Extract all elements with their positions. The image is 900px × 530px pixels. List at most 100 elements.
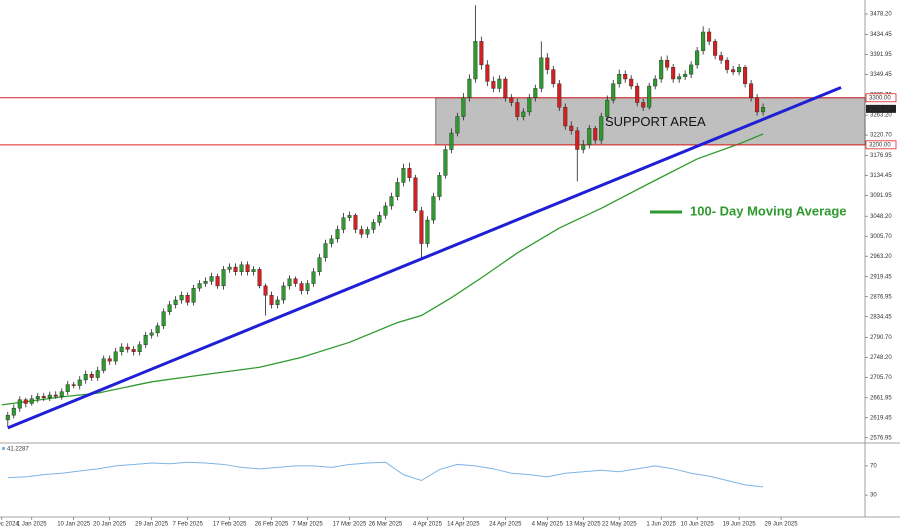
level-label: 3200.00	[869, 142, 891, 148]
candle-body	[641, 102, 646, 108]
candle-body	[59, 391, 64, 397]
candle-body	[329, 238, 334, 244]
candle-body	[557, 83, 562, 108]
x-tick-label: 7 Feb 2025	[172, 522, 203, 528]
candle-body	[137, 344, 142, 352]
candle-body	[425, 219, 430, 244]
candle-body	[515, 102, 520, 117]
candle-body	[443, 149, 448, 176]
candle-body	[689, 64, 694, 75]
candle-body	[533, 88, 538, 99]
candle-body	[509, 97, 514, 103]
candle-body	[749, 83, 754, 99]
candle-body	[581, 144, 586, 150]
candle-body	[311, 271, 316, 284]
candle-body	[359, 229, 364, 235]
candle-body	[467, 78, 472, 99]
rsi-value-label: 41.2287	[7, 447, 29, 453]
candle-body	[167, 304, 172, 312]
candle-body	[287, 278, 292, 287]
candle-body	[203, 280, 208, 284]
candle-body	[413, 177, 418, 211]
support-area-label: SUPPORT AREA	[605, 114, 706, 129]
candle-body	[521, 111, 526, 117]
x-tick-label: 4 Apr 2025	[413, 522, 443, 528]
candle-body	[707, 31, 712, 42]
candle-body	[71, 384, 76, 386]
candle-body	[5, 414, 10, 421]
candle-body	[563, 107, 568, 127]
candle-body	[227, 266, 232, 270]
x-tick-label: 29 Jan 2025	[135, 522, 169, 528]
moving-average-line	[1, 133, 764, 406]
y-tick-label: 2748.20	[870, 355, 892, 361]
candle-body	[53, 394, 58, 397]
candle-body	[407, 168, 412, 178]
candle-body	[419, 210, 424, 244]
y-tick-label: 3349.45	[870, 72, 892, 78]
candle-body	[365, 229, 370, 235]
y-tick-label: 2963.20	[870, 254, 892, 260]
candle-body	[305, 283, 310, 291]
x-tick-label: 17 Feb 2025	[213, 522, 247, 528]
candle-body	[119, 346, 124, 352]
candle-body	[539, 57, 544, 89]
x-tick-label: 10 Jun 2025	[681, 522, 715, 528]
candle-body	[155, 325, 160, 334]
x-tick-label: 24 Apr 2025	[489, 522, 522, 528]
y-tick-label: 3478.20	[870, 12, 892, 18]
candle-body	[587, 128, 592, 146]
candle-body	[323, 243, 328, 258]
candle-body	[35, 396, 40, 399]
candle-body	[449, 132, 454, 150]
y-tick-label: 3391.95	[870, 52, 892, 58]
candle-body	[125, 346, 130, 350]
candle-body	[371, 222, 376, 230]
y-tick-label: 3220.70	[870, 133, 892, 139]
candle-body	[41, 396, 46, 399]
candle-body	[671, 67, 676, 80]
candle-body	[743, 67, 748, 84]
y-tick-label: 3005.70	[870, 234, 892, 240]
candle-body	[473, 41, 478, 80]
candle-body	[239, 264, 244, 272]
candle-body	[485, 64, 490, 82]
candle-body	[623, 74, 628, 80]
x-tick-label: 20 Jan 2025	[93, 522, 127, 528]
candle-body	[665, 59, 670, 68]
candle-body	[719, 55, 724, 61]
candle-body	[713, 41, 718, 56]
last-price-label: 3276.47	[869, 106, 891, 112]
candle-body	[281, 285, 286, 301]
candle-body	[245, 264, 250, 272]
candle-body	[431, 196, 436, 221]
candle-body	[143, 335, 148, 345]
x-tick-label: 14 Apr 2025	[447, 522, 480, 528]
y-tick-label: 2834.45	[870, 314, 892, 320]
candle-body	[107, 358, 112, 362]
candle-body	[761, 107, 766, 113]
candle-body	[11, 407, 16, 416]
candle-body	[575, 130, 580, 150]
candle-body	[635, 85, 640, 103]
candle-body	[353, 215, 358, 230]
candle-body	[461, 97, 466, 117]
candle-body	[701, 31, 706, 51]
candle-body	[293, 278, 298, 284]
candle-body	[23, 399, 28, 404]
y-tick-label: 3434.45	[870, 32, 892, 38]
candle-body	[491, 81, 496, 89]
candle-body	[383, 205, 388, 216]
candle-body	[149, 332, 154, 336]
x-tick-label: 17 Mar 2025	[333, 522, 367, 528]
candle-body	[731, 69, 736, 73]
rsi-tick-label: 30	[870, 493, 877, 499]
level-label: 3300.00	[869, 95, 891, 101]
y-tick-label: 2876.95	[870, 294, 892, 300]
candle-body	[725, 59, 730, 70]
candle-body	[599, 116, 604, 141]
candle-body	[737, 67, 742, 73]
y-tick-label: 3091.95	[870, 193, 892, 199]
